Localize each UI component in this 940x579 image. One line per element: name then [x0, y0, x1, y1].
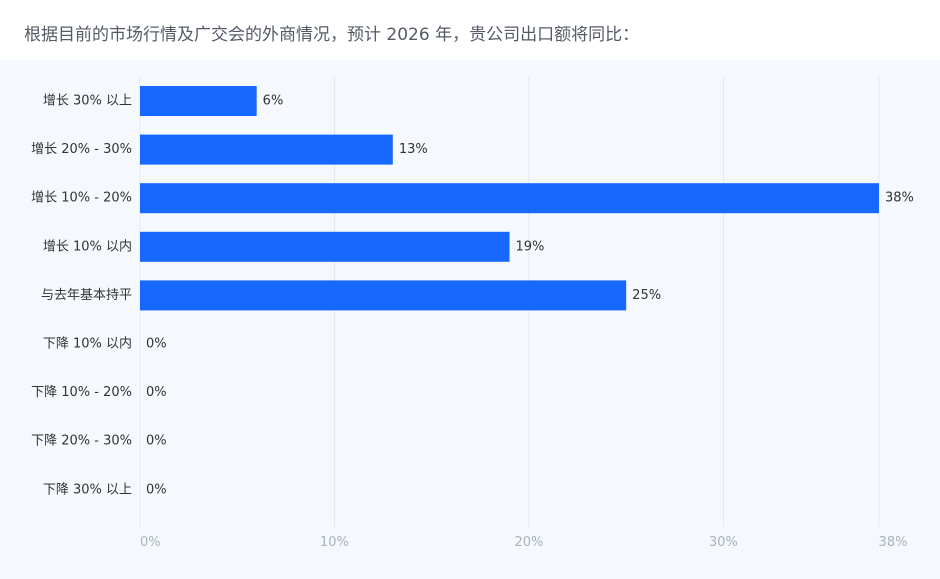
value-label: 0% — [146, 482, 167, 497]
category-label: 下降 20% - 30% — [31, 434, 132, 449]
bar — [140, 134, 393, 165]
category-label: 增长 30% 以上 — [43, 94, 132, 109]
category-label: 增长 10% 以内 — [43, 238, 132, 254]
value-label: 13% — [399, 142, 428, 157]
bar — [140, 231, 510, 262]
value-label: 38% — [885, 191, 914, 206]
category-label: 下降 30% 以上 — [43, 482, 132, 497]
value-label: 0% — [146, 434, 167, 449]
x-tick-label: 30% — [709, 535, 738, 550]
value-label: 0% — [146, 337, 167, 352]
question-title: 根据目前的市场行情及广交会的外商情况，预计 2026 年，贵公司出口额将同比： — [24, 25, 640, 45]
bar — [140, 86, 257, 116]
value-label: 19% — [516, 239, 545, 254]
x-tick-label: 0% — [140, 535, 161, 550]
bar — [140, 280, 627, 311]
category-label: 增长 10% - 20% — [31, 191, 132, 206]
x-tick-label: 38% — [879, 535, 908, 550]
value-label: 0% — [146, 385, 167, 400]
x-tick-label: 10% — [320, 535, 349, 550]
category-label: 下降 10% - 20% — [31, 385, 132, 400]
category-label: 增长 20% - 30% — [31, 142, 132, 157]
x-tick-label: 20% — [514, 535, 543, 550]
value-label: 6% — [263, 94, 284, 109]
value-label: 25% — [632, 288, 661, 303]
category-label: 下降 10% 以内 — [43, 336, 132, 352]
category-label: 与去年基本持平 — [41, 288, 132, 303]
bar — [140, 183, 879, 214]
